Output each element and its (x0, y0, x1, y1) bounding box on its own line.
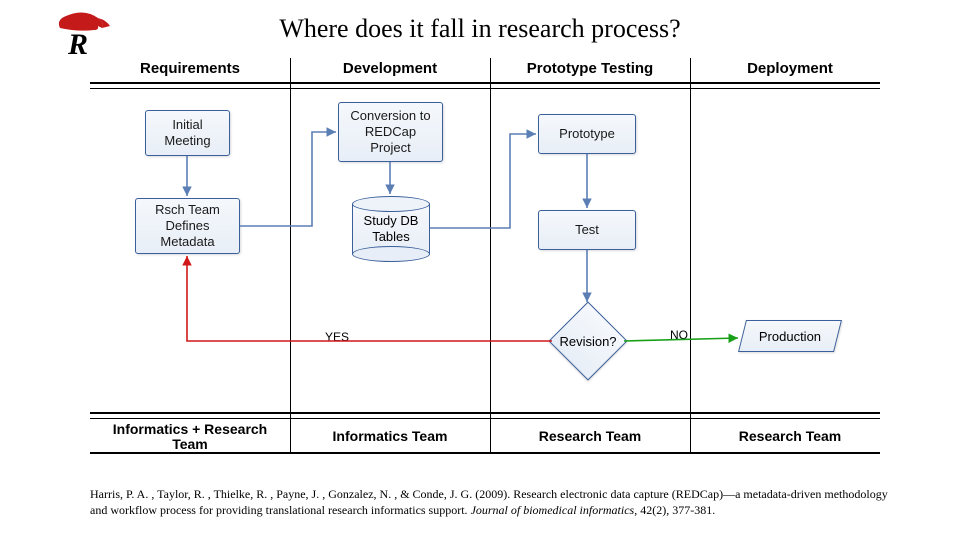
page-title: Where does it fall in research process? (0, 14, 960, 44)
node-study-db: Study DB Tables (352, 196, 430, 262)
node-conversion: Conversion to REDCap Project (338, 102, 443, 162)
node-initial-meeting: Initial Meeting (145, 110, 230, 156)
column-header-development: Development (300, 60, 480, 77)
node-production-label: Production (759, 329, 821, 344)
node-study-db-label: Study DB Tables (352, 196, 430, 262)
flowchart-diagram: Requirements Development Prototype Testi… (90, 58, 880, 458)
citation: Harris, P. A. , Taylor, R. , Thielke, R.… (90, 486, 900, 518)
column-footer-1: Informatics Team (300, 428, 480, 444)
citation-rest: , 42(2), 377-381. (634, 503, 715, 517)
divider (90, 418, 880, 419)
node-revision: Revision? (560, 313, 616, 369)
divider (690, 58, 691, 452)
column-header-prototype-testing: Prototype Testing (500, 60, 680, 77)
node-production: Production (738, 320, 842, 352)
column-footer-0: Informatics + Research Team (100, 422, 280, 453)
edge-label-no: NO (670, 328, 688, 342)
edge-label-yes: YES (325, 330, 349, 344)
node-defines-metadata: Rsch Team Defines Metadata (135, 198, 240, 254)
column-header-requirements: Requirements (100, 60, 280, 77)
divider (90, 82, 880, 84)
divider (290, 58, 291, 452)
node-revision-label: Revision? (549, 313, 627, 369)
citation-journal: Journal of biomedical informatics (471, 503, 635, 517)
divider (90, 88, 880, 89)
divider (490, 58, 491, 452)
node-test: Test (538, 210, 636, 250)
column-header-deployment: Deployment (700, 60, 880, 77)
column-footer-2: Research Team (500, 428, 680, 444)
node-prototype: Prototype (538, 114, 636, 154)
column-footer-3: Research Team (700, 428, 880, 444)
divider (90, 412, 880, 414)
